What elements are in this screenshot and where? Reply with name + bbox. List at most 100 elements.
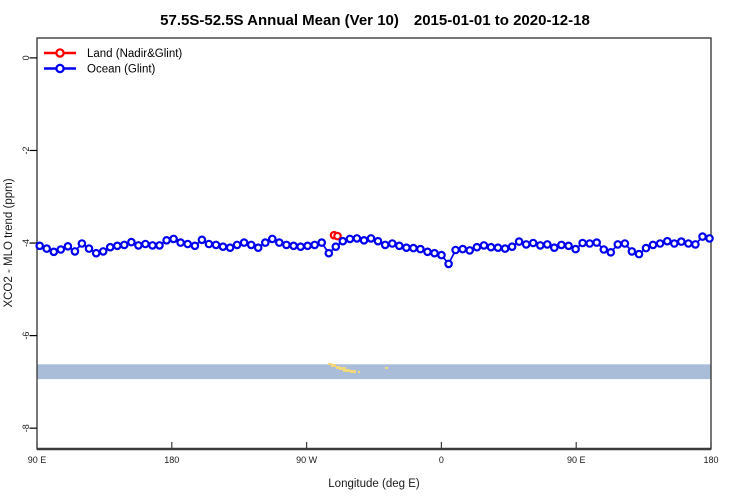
ocean-data-point	[274, 238, 284, 247]
y-tick-label: -2	[21, 146, 31, 154]
y-tick-label: -8	[21, 424, 31, 432]
ocean-data-point	[676, 237, 686, 246]
ocean-data-point	[77, 239, 87, 248]
y-tick-label: -6	[21, 332, 31, 340]
ocean-data-point	[549, 243, 559, 253]
x-axis-title: Longitude (deg E)	[328, 478, 420, 490]
ocean-data-point	[458, 244, 468, 254]
ocean-data-point	[113, 241, 122, 251]
ocean-data-point	[500, 244, 510, 253]
ocean-data-point	[42, 244, 52, 253]
ocean-data-point	[430, 248, 439, 258]
ocean-data-point	[218, 242, 228, 252]
ocean-data-point	[444, 259, 453, 269]
ocean-data-point	[557, 240, 566, 250]
ocean-data-point	[465, 246, 475, 255]
ocean-data-point	[578, 238, 587, 248]
ocean-data-point	[528, 238, 538, 248]
ocean-data-point	[514, 237, 524, 246]
ocean-data-point	[634, 249, 644, 259]
ocean-data-point	[698, 232, 707, 241]
ocean-data-point	[599, 245, 609, 254]
x-tick-label: 90 E	[28, 455, 47, 465]
ocean-data-point	[606, 248, 616, 257]
ocean-data-point	[402, 243, 411, 253]
ocean-data-point	[190, 241, 200, 251]
ocean-data-point	[648, 240, 658, 250]
ocean-data-point	[493, 243, 503, 253]
map-strip-land	[328, 363, 332, 365]
ocean-data-point	[669, 239, 679, 248]
legend-item-label: Ocean (Glint)	[87, 64, 156, 76]
ocean-data-point	[225, 243, 235, 253]
ocean-data-point	[620, 239, 630, 248]
ocean-data-point	[35, 241, 45, 251]
map-strip-land	[350, 370, 356, 373]
ocean-data-point	[134, 241, 143, 250]
ocean-data-point	[98, 247, 108, 256]
ocean-data-point	[366, 234, 376, 243]
ocean-data-point	[162, 236, 171, 245]
ocean-data-point	[479, 241, 489, 250]
ocean-data-point	[141, 239, 150, 249]
map-strip-land	[331, 364, 336, 367]
ocean-data-point	[239, 238, 249, 247]
ocean-data-point	[373, 236, 383, 246]
chart-title: 57.5S-52.5S Annual Mean (Ver 10) 2015-01…	[160, 12, 590, 29]
ocean-data-point	[542, 240, 552, 249]
ocean-data-point	[253, 243, 263, 253]
ocean-data-point	[684, 239, 693, 248]
ocean-data-point	[416, 244, 425, 254]
ocean-data-point	[662, 236, 672, 246]
map-strip-land	[343, 369, 350, 372]
x-tick-label: 180	[703, 455, 718, 465]
legend: Land (Nadir&Glint) Ocean (Glint)	[44, 48, 182, 76]
ocean-data-point	[63, 242, 73, 251]
ocean-data-point	[211, 240, 221, 250]
ocean-data-point	[394, 241, 404, 251]
ocean-data-point	[592, 238, 602, 247]
ocean-data-point	[705, 234, 714, 243]
ocean-data-point	[49, 247, 59, 257]
ocean-data-point	[56, 245, 66, 254]
ocean-data-point	[148, 241, 157, 250]
y-tick-label: 0	[21, 55, 31, 60]
ocean-data-point	[169, 234, 178, 244]
ocean-data-point	[260, 238, 270, 247]
legend-item-label: Land (Nadir&Glint)	[87, 48, 182, 60]
map-strip-land	[339, 367, 346, 370]
ocean-data-point	[627, 247, 637, 256]
plot-area: 90 E 180 90 W 0 90 E 180 0 -2 -4 -6 -8 Land (Nadir&…	[21, 37, 719, 465]
ocean-data-point	[655, 239, 665, 248]
ocean-data-point	[120, 240, 129, 250]
ocean-data-point	[155, 241, 164, 250]
ocean-data-point	[70, 247, 80, 256]
ocean-data-point	[345, 234, 355, 244]
ocean-data-point	[352, 234, 362, 243]
ocean-data-point	[127, 237, 136, 247]
ocean-data-point	[105, 242, 115, 252]
ocean-data-point	[282, 240, 291, 250]
ocean-data-point	[613, 240, 623, 249]
ocean-data-point	[387, 239, 397, 248]
legend-marker-circle	[55, 63, 65, 74]
ocean-data-point	[451, 245, 460, 255]
map-strip-land	[336, 366, 340, 369]
ocean-data-point	[472, 242, 482, 252]
ocean-data-point	[296, 242, 305, 252]
ocean-data-point	[564, 241, 573, 251]
ocean-data-point	[409, 243, 418, 253]
ocean-data-point	[317, 238, 327, 247]
ocean-data-point	[183, 239, 193, 249]
ocean-data-point	[246, 240, 256, 250]
ocean-data-point	[84, 244, 94, 253]
y-tick-label: -4	[21, 239, 31, 247]
ocean-data-point	[359, 236, 369, 245]
legend-item: Land (Nadir&Glint)	[44, 48, 182, 60]
land-data-point	[333, 231, 342, 241]
x-tick-label: 180	[164, 455, 179, 465]
ocean-data-point	[380, 240, 390, 250]
ocean-data-point	[91, 248, 101, 258]
